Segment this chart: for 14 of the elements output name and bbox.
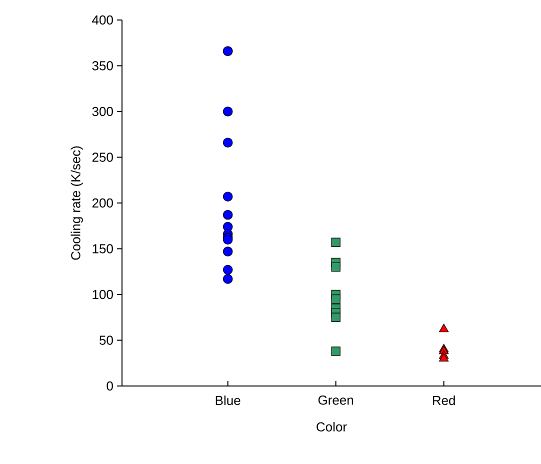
y-tick-label: 250: [92, 152, 113, 162]
y-tick-label: 150: [92, 244, 113, 254]
y-tick-label: 50: [100, 336, 113, 345]
y-tick-label: 200: [92, 198, 113, 208]
y-tick-label: 400: [92, 15, 113, 25]
x-tick-label: Green: [318, 396, 354, 405]
y-tick-label: 0: [106, 381, 113, 391]
y-tick-label: 350: [92, 61, 113, 70]
x-tick-label: Blue: [216, 396, 240, 406]
y-tick-label: 300: [92, 106, 113, 116]
y-axis-title: Cooling rate (K/sec): [70, 146, 83, 260]
y-tick-label: 100: [92, 290, 113, 300]
x-tick-label: Red: [432, 396, 455, 406]
x-axis-title: Color: [316, 422, 347, 432]
